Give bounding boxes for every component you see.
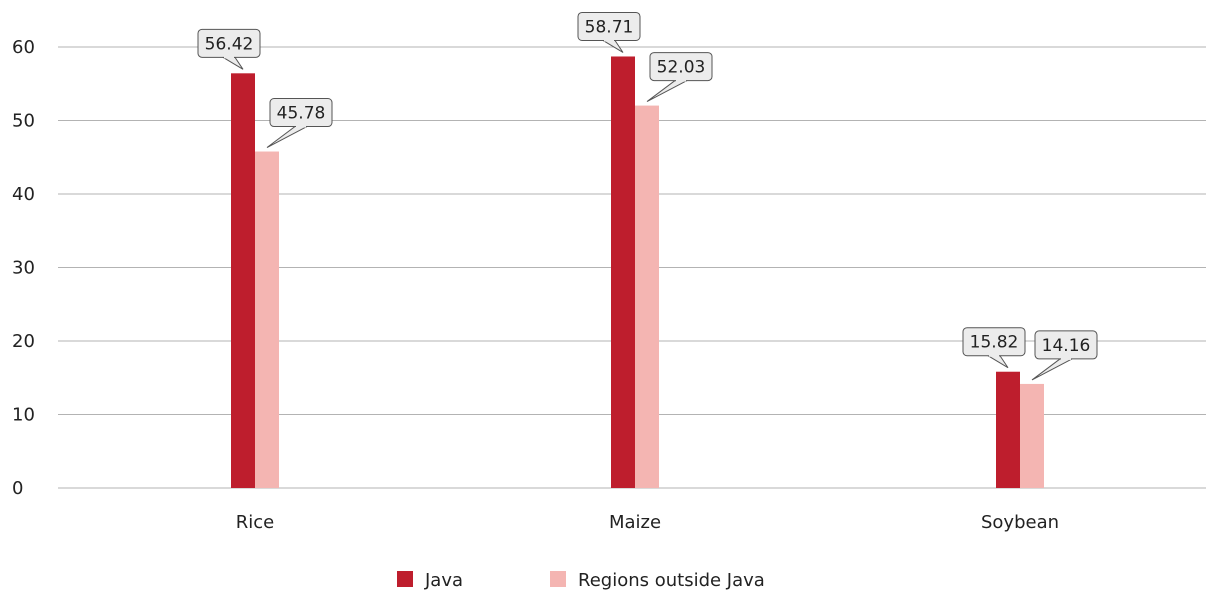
callout-pointer: [1031, 358, 1073, 381]
callout-pointer: [986, 355, 1009, 369]
y-axis-ticks: 0 10 20 30 40 50 60: [12, 37, 35, 499]
data-label-text: 45.78: [277, 104, 326, 124]
callout-pointer: [601, 39, 624, 53]
category-label: Rice: [236, 512, 274, 533]
bars: [231, 56, 1044, 489]
legend-swatch: [550, 571, 566, 587]
x-axis-categories: Rice Maize Soybean: [236, 512, 1059, 533]
y-tick-label: 30: [12, 258, 35, 279]
data-label: 15.82: [962, 327, 1026, 369]
callout-pointer: [646, 80, 688, 103]
data-label-text: 58.71: [585, 17, 634, 37]
data-label-text: 14.16: [1042, 336, 1091, 356]
data-label-text: 56.42: [205, 34, 254, 54]
y-tick-label: 50: [12, 111, 35, 132]
data-label: 14.16: [1031, 330, 1098, 381]
category-label: Soybean: [981, 512, 1059, 533]
callout-pointer: [221, 56, 244, 70]
data-label-text: 15.82: [970, 333, 1019, 353]
category-label: Maize: [609, 512, 661, 533]
legend: Java Regions outside Java: [397, 570, 765, 591]
bar-java: [611, 56, 635, 488]
legend-swatch: [397, 571, 413, 587]
data-label: 56.42: [197, 28, 261, 70]
data-label-text: 52.03: [657, 58, 706, 78]
y-tick-label: 10: [12, 405, 35, 426]
data-label: 52.03: [646, 52, 713, 103]
data-label: 45.78: [266, 98, 333, 148]
bar-outside-java: [635, 105, 659, 488]
data-label: 58.71: [577, 11, 641, 53]
bar-outside-java: [1020, 383, 1044, 488]
callout-pointer: [266, 126, 308, 148]
data-labels: 56.42 45.78 58.71 52.03 15.82 14.16: [197, 11, 1098, 381]
y-tick-label: 20: [12, 331, 35, 352]
legend-label: Regions outside Java: [578, 570, 765, 591]
bar-outside-java: [255, 151, 279, 488]
y-tick-label: 60: [12, 37, 35, 58]
y-tick-label: 40: [12, 184, 35, 205]
bar-java: [231, 73, 255, 489]
y-tick-label: 0: [12, 478, 23, 499]
legend-label: Java: [424, 570, 463, 591]
bar-java: [996, 371, 1020, 488]
